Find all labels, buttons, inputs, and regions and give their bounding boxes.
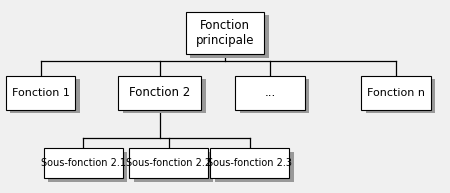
FancyBboxPatch shape xyxy=(239,79,310,113)
FancyBboxPatch shape xyxy=(235,76,305,110)
Text: Sous-fonction 2.1: Sous-fonction 2.1 xyxy=(41,158,126,168)
Text: Fonction
principale: Fonction principale xyxy=(196,19,254,47)
FancyBboxPatch shape xyxy=(118,76,201,110)
FancyBboxPatch shape xyxy=(130,148,208,178)
FancyBboxPatch shape xyxy=(44,148,122,178)
FancyBboxPatch shape xyxy=(361,76,431,110)
Text: ...: ... xyxy=(265,86,275,99)
FancyBboxPatch shape xyxy=(211,148,289,178)
FancyBboxPatch shape xyxy=(134,152,212,181)
FancyBboxPatch shape xyxy=(185,12,264,54)
Text: Sous-fonction 2.3: Sous-fonction 2.3 xyxy=(207,158,292,168)
FancyBboxPatch shape xyxy=(190,15,269,58)
Text: Sous-fonction 2.2: Sous-fonction 2.2 xyxy=(126,158,212,168)
FancyBboxPatch shape xyxy=(5,76,75,110)
FancyBboxPatch shape xyxy=(122,79,206,113)
FancyBboxPatch shape xyxy=(365,79,436,113)
Text: Fonction 1: Fonction 1 xyxy=(12,88,69,98)
FancyBboxPatch shape xyxy=(49,152,127,181)
Text: Fonction n: Fonction n xyxy=(367,88,425,98)
FancyBboxPatch shape xyxy=(215,152,294,181)
Text: Fonction 2: Fonction 2 xyxy=(129,86,190,99)
FancyBboxPatch shape xyxy=(10,79,80,113)
